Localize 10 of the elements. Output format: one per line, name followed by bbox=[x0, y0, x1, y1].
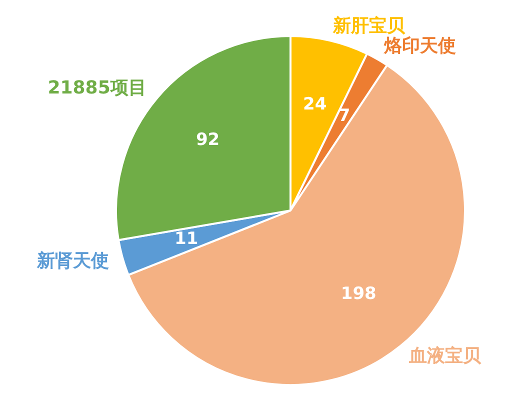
slice-label: 血液宝贝 bbox=[408, 346, 482, 367]
data-label: 7 bbox=[338, 106, 350, 126]
slice-label: 烙印天使 bbox=[383, 36, 456, 57]
slice-label: 21885项目 bbox=[48, 78, 146, 99]
data-label: 24 bbox=[303, 94, 327, 115]
slice-label: 新肝宝贝 bbox=[332, 16, 406, 37]
slice-label: 新肾天使 bbox=[36, 250, 110, 272]
data-label: 198 bbox=[340, 284, 376, 304]
data-label: 92 bbox=[196, 130, 220, 150]
data-label: 11 bbox=[174, 229, 198, 250]
